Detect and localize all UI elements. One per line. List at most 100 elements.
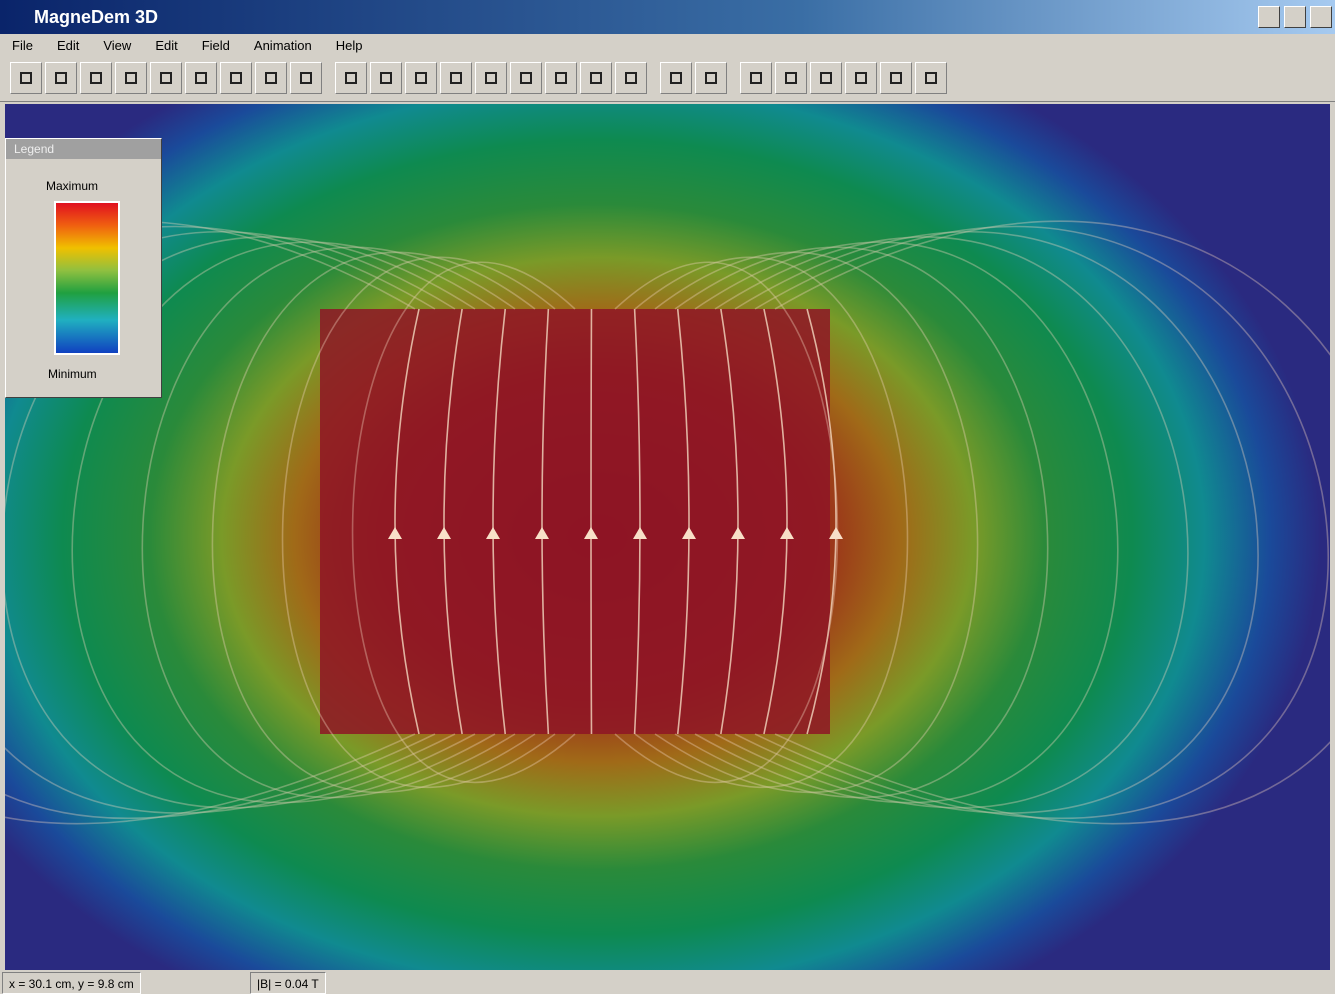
toolbar-button[interactable] <box>740 62 772 94</box>
minimize-button[interactable] <box>1258 6 1280 28</box>
close-button[interactable] <box>1310 6 1332 28</box>
toolbar-icon <box>670 72 682 84</box>
field-arrow <box>486 527 500 539</box>
toolbar-button[interactable] <box>10 62 42 94</box>
toolbar-icon <box>300 72 312 84</box>
menu-item[interactable]: Animation <box>253 38 312 53</box>
menu-bar: File Edit View Edit Field Animation Help <box>0 35 1335 57</box>
toolbar-icon <box>160 72 172 84</box>
toolbar-icon <box>590 72 602 84</box>
toolbar-icon <box>750 72 762 84</box>
field-arrow <box>437 527 451 539</box>
toolbar-icon <box>925 72 937 84</box>
legend-max: Maximum <box>46 179 99 193</box>
toolbar-icon <box>230 72 242 84</box>
menu-item[interactable]: Edit <box>56 38 80 53</box>
maximize-button[interactable] <box>1284 6 1306 28</box>
field-line <box>492 308 507 735</box>
field-line <box>141 246 516 798</box>
toolbar-button[interactable] <box>405 62 437 94</box>
title-bar: MagneDem 3D <box>0 0 1335 34</box>
menu-item[interactable]: Help <box>335 38 363 53</box>
field-line <box>211 251 536 794</box>
toolbar-icon <box>520 72 532 84</box>
window-title: MagneDem 3D <box>34 7 159 27</box>
toolbar-button[interactable] <box>370 62 402 94</box>
toolbar-button[interactable] <box>475 62 507 94</box>
field-line <box>763 308 788 735</box>
toolbar-button[interactable] <box>150 62 182 94</box>
field-line <box>443 308 463 735</box>
field-line <box>351 261 576 784</box>
toolbar-button[interactable] <box>255 62 287 94</box>
toolbar-button[interactable] <box>115 62 147 94</box>
toolbar-button[interactable] <box>880 62 912 94</box>
toolbar-button[interactable] <box>845 62 877 94</box>
field-line <box>541 308 550 735</box>
toolbar-icon <box>625 72 637 84</box>
toolbar-button[interactable] <box>335 62 367 94</box>
magnet-region <box>320 309 830 734</box>
menu-item[interactable]: View <box>103 38 132 53</box>
toolbar-button[interactable] <box>545 62 577 94</box>
toolbar-button[interactable] <box>440 62 472 94</box>
field-line <box>676 308 690 735</box>
field-line <box>394 308 420 735</box>
toolbar-icon <box>55 72 67 84</box>
field-arrow <box>388 527 402 539</box>
toolbar-button[interactable] <box>290 62 322 94</box>
field-line <box>754 225 1330 820</box>
field-line <box>774 220 1330 825</box>
field-line <box>614 261 839 784</box>
field-arrows <box>388 527 843 539</box>
toolbar-button[interactable] <box>915 62 947 94</box>
toolbar-button[interactable] <box>695 62 727 94</box>
toolbar-icon <box>20 72 32 84</box>
menu-item[interactable]: Field <box>201 38 230 53</box>
field-lines <box>5 220 1330 825</box>
field-arrow <box>682 527 696 539</box>
toolbar <box>0 57 1335 102</box>
field-line <box>714 236 1189 809</box>
field-arrow <box>829 527 843 539</box>
status-bar: x = 30.1 cm, y = 9.8 cm |B| = 0.04 T <box>0 972 1335 994</box>
field-line <box>5 231 456 814</box>
toolbar-icon <box>265 72 277 84</box>
field-view <box>5 104 1330 970</box>
toolbar-icon <box>705 72 717 84</box>
toolbar-icon <box>890 72 902 84</box>
toolbar-button[interactable] <box>220 62 252 94</box>
toolbar-button[interactable] <box>185 62 217 94</box>
toolbar-button[interactable] <box>615 62 647 94</box>
legend-min: Minimum <box>48 367 97 381</box>
toolbar-button[interactable] <box>775 62 807 94</box>
field-line <box>674 246 1049 798</box>
field-line <box>806 308 837 735</box>
field-line <box>734 231 1259 814</box>
toolbar-button[interactable] <box>580 62 612 94</box>
field-line <box>5 236 476 809</box>
toolbar-button[interactable] <box>45 62 77 94</box>
field-line <box>654 251 979 794</box>
toolbar-icon <box>450 72 462 84</box>
toolbar-icon <box>125 72 137 84</box>
toolbar-icon <box>90 72 102 84</box>
toolbar-button[interactable] <box>510 62 542 94</box>
toolbar-button[interactable] <box>810 62 842 94</box>
toolbar-icon <box>415 72 427 84</box>
field-arrow <box>633 527 647 539</box>
menu-item[interactable]: File <box>12 38 33 53</box>
toolbar-button[interactable] <box>660 62 692 94</box>
status-text: x = 30.1 cm, y = 9.8 cm <box>2 972 141 994</box>
field-arrow <box>584 527 598 539</box>
menu-item[interactable]: Edit <box>155 38 178 53</box>
field-arrow <box>535 527 549 539</box>
field-line <box>634 256 909 789</box>
toolbar-button[interactable] <box>80 62 112 94</box>
legend-panel: Legend Maximum Minimum <box>5 138 162 398</box>
field-line <box>720 308 739 735</box>
field-line <box>633 308 641 735</box>
toolbar-icon <box>485 72 497 84</box>
field-arrow <box>731 527 745 539</box>
